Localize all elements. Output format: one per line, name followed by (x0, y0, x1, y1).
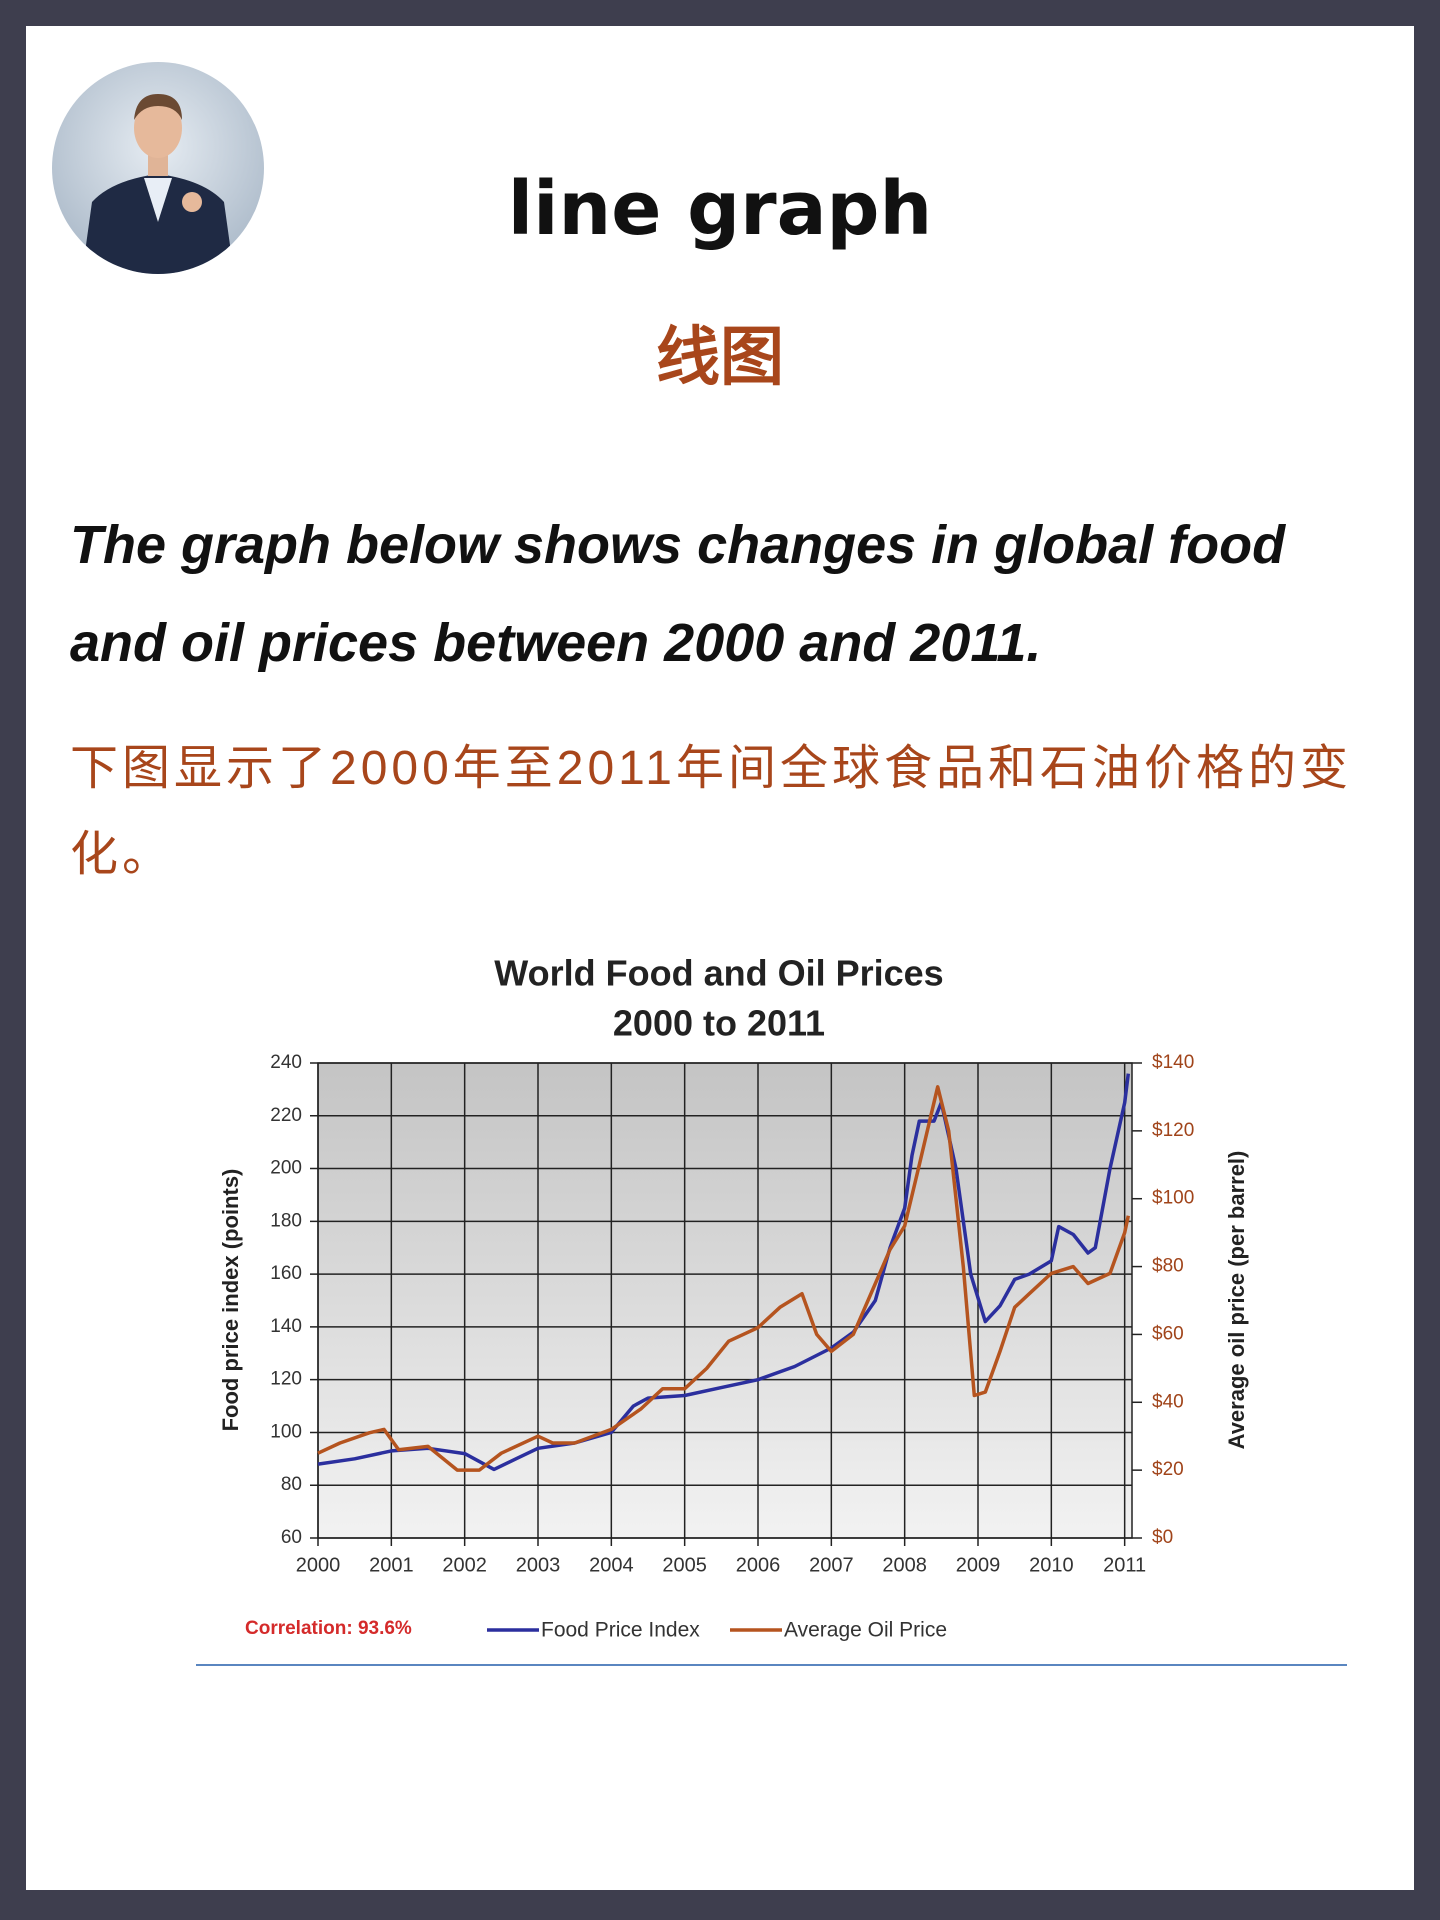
x-tick-label: 2005 (662, 1554, 707, 1576)
y2-axis-label: Average oil price (per barrel) (1224, 1151, 1249, 1450)
x-tick-label: 2000 (296, 1554, 341, 1576)
y-tick-label: 180 (270, 1210, 302, 1231)
x-tick-label: 2006 (736, 1554, 781, 1576)
y2-tick-label: $40 (1152, 1391, 1184, 1412)
y-tick-label: 60 (281, 1527, 302, 1548)
y2-tick-label: $140 (1152, 1052, 1194, 1073)
chart: World Food and Oil Prices 2000 to 2011 F… (196, 953, 1347, 1666)
y-tick-label: 80 (281, 1474, 302, 1495)
x-tick-label: 2007 (809, 1554, 854, 1576)
annotation: Correlation: 93.6% (245, 1618, 412, 1639)
x-tick-label: 2004 (589, 1554, 634, 1576)
x-tick-label: 2008 (882, 1554, 927, 1576)
x-tick-label: 2010 (1029, 1554, 1074, 1576)
y2-tick-label: $0 (1152, 1527, 1173, 1548)
y-tick-label: 140 (270, 1316, 302, 1337)
x-tick-label: 2003 (516, 1554, 561, 1576)
y-tick-label: 200 (270, 1158, 302, 1179)
legend-label: Food Price Index (541, 1619, 700, 1642)
y2-tick-label: $80 (1152, 1256, 1184, 1277)
x-tick-label: 2011 (1103, 1554, 1146, 1576)
y2-tick-label: $60 (1152, 1323, 1184, 1344)
y2-tick-label: $20 (1152, 1459, 1184, 1480)
y-tick-label: 220 (270, 1105, 302, 1126)
chart-title: World Food and Oil Prices (494, 953, 943, 994)
y-axis-label: Food price index (points) (218, 1169, 243, 1432)
y2-tick-label: $120 (1152, 1120, 1194, 1141)
avatar (52, 62, 264, 274)
x-tick-label: 2009 (956, 1554, 1001, 1576)
y-tick-label: 120 (270, 1369, 302, 1390)
x-tick-label: 2001 (369, 1554, 414, 1576)
plot-border (317, 1062, 1133, 1539)
title: line graph (507, 166, 933, 252)
y-tick-label: 100 (270, 1421, 302, 1442)
chart-subtitle: 2000 to 2011 (613, 1003, 825, 1044)
x-tick-label: 2002 (442, 1554, 487, 1576)
chinese-text: 下图显示了2000年至2011年间全球食品和石油价格的变化。 (70, 742, 1353, 881)
english-text: The graph below shows changes in global … (70, 515, 1286, 673)
y-tick-label: 240 (270, 1052, 302, 1073)
legend-label: Average Oil Price (784, 1619, 947, 1642)
plot-area (318, 1063, 1132, 1538)
subtitle: 线图 (656, 321, 784, 393)
y-tick-label: 160 (270, 1263, 302, 1284)
series-line (317, 1085, 1131, 1472)
card: line graph 线图 The graph below shows chan… (26, 26, 1414, 1890)
y2-tick-label: $100 (1152, 1188, 1194, 1209)
